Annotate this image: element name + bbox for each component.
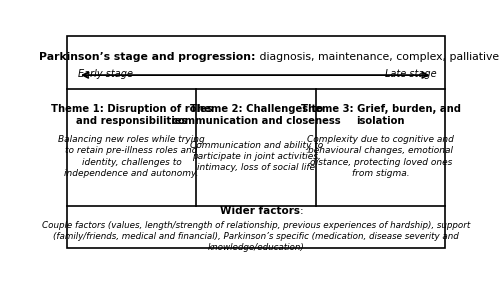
Text: Theme 2: Challenges to
communication and closeness: Theme 2: Challenges to communication and… (172, 104, 340, 126)
Text: Wider factors:: Wider factors: (220, 206, 293, 216)
Text: Parkinson’s stage and progression: diagnosis, maintenance, complex, palliative: Parkinson’s stage and progression: diagn… (40, 52, 473, 62)
Text: diagnosis, maintenance, complex, palliative: diagnosis, maintenance, complex, palliat… (256, 52, 499, 62)
Text: Balancing new roles while trying
to retain pre-illness roles and
identity, chall: Balancing new roles while trying to reta… (58, 135, 205, 178)
Text: Parkinson’s stage and progression:: Parkinson’s stage and progression: (40, 52, 256, 62)
Text: Late stage: Late stage (385, 69, 436, 79)
Text: Wider factors: Wider factors (220, 206, 300, 216)
Text: Couple factors (values, length/strength of relationship, previous experiences of: Couple factors (values, length/strength … (42, 221, 470, 252)
Text: Complexity due to cognitive and
behavioural changes, emotional
distance, protect: Complexity due to cognitive and behaviou… (308, 135, 454, 178)
Text: Communication and ability to
participate in joint activities,
intimacy, loss of : Communication and ability to participate… (190, 141, 323, 172)
Text: Theme 1: Disruption of roles
and responsibilities: Theme 1: Disruption of roles and respons… (51, 104, 212, 126)
Text: :: : (300, 206, 303, 216)
Text: Early stage: Early stage (78, 69, 133, 79)
Text: Theme 3: Grief, burden, and
isolation: Theme 3: Grief, burden, and isolation (301, 104, 461, 126)
